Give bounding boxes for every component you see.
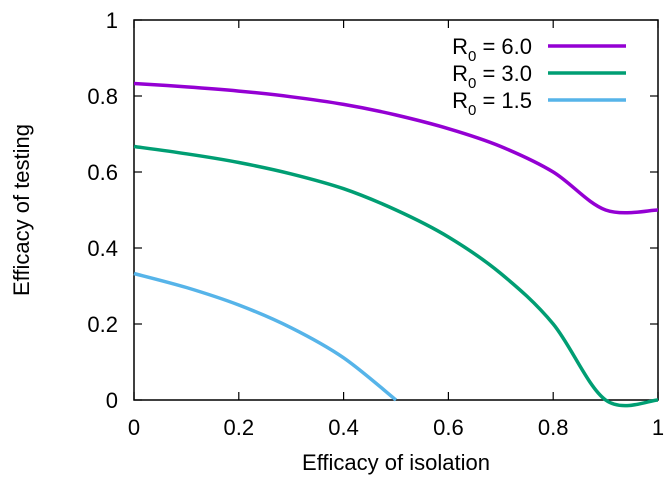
x-tick-label: 0.2 xyxy=(224,415,255,440)
legend-label-2: R0 = 1.5 xyxy=(452,88,532,119)
y-tick-label: 1 xyxy=(106,8,118,33)
series-line-0 xyxy=(133,81,659,215)
y-tick-label: 0.6 xyxy=(87,160,118,185)
y-axis-label: Efficacy of testing xyxy=(9,124,34,296)
y-tick-label: 0 xyxy=(106,388,118,413)
x-tick-label: 1 xyxy=(652,415,664,440)
legend-label-1: R0 = 3.0 xyxy=(452,61,532,92)
x-axis-label: Efficacy of isolation xyxy=(302,450,490,475)
series-line-2 xyxy=(133,271,398,402)
x-tick-label: 0.4 xyxy=(328,415,359,440)
y-tick-label: 0.2 xyxy=(87,312,118,337)
legend: R0 = 6.0R0 = 3.0R0 = 1.5 xyxy=(452,34,626,119)
x-tick-label: 0.6 xyxy=(433,415,464,440)
x-tick-label: 0 xyxy=(128,415,140,440)
y-tick-label: 0.8 xyxy=(87,84,118,109)
series-line-1 xyxy=(133,144,659,408)
y-tick-label: 0.4 xyxy=(87,236,118,261)
y-axis: 0 0.2 0.4 0.6 0.8 1 xyxy=(87,8,658,413)
x-tick-label: 0.8 xyxy=(538,415,569,440)
series-lines xyxy=(133,81,659,408)
legend-label-0: R0 = 6.0 xyxy=(452,34,532,65)
x-axis: 0 0.2 0.4 0.6 0.8 1 xyxy=(128,20,664,440)
